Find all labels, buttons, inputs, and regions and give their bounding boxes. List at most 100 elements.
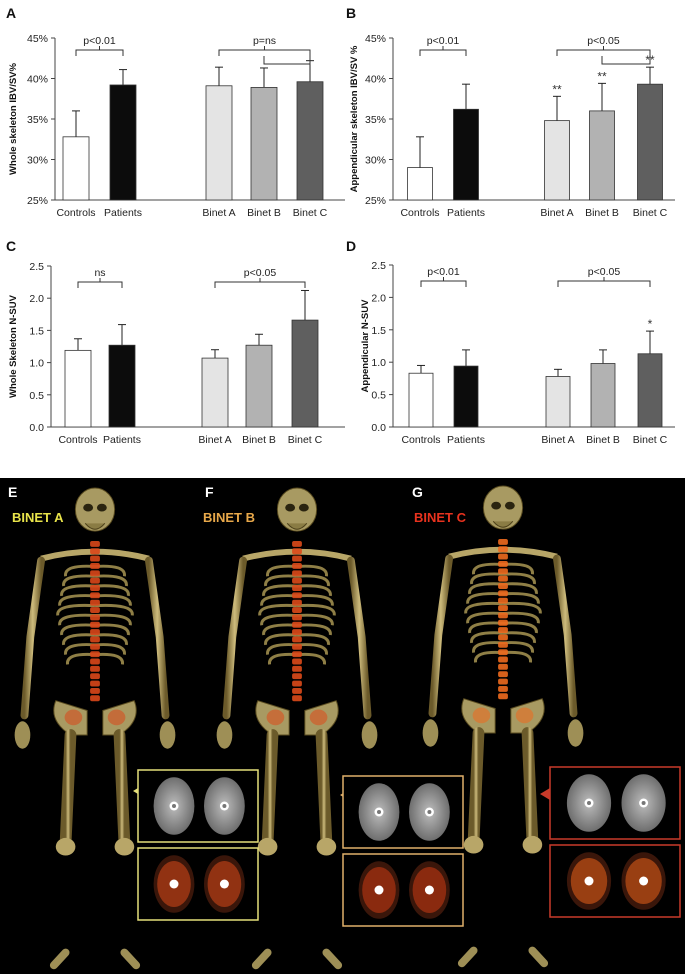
x-tick-label: Controls bbox=[400, 207, 439, 219]
rib bbox=[468, 621, 504, 634]
rib bbox=[296, 594, 334, 606]
rib bbox=[502, 621, 538, 634]
vertebra bbox=[498, 597, 508, 604]
jaw bbox=[286, 523, 308, 530]
bar-charts: A 25% 30% 35% 40% 45% Whole skeleton IBV/SV% Co… bbox=[6, 5, 675, 446]
y-tick-label: 1.0 bbox=[29, 358, 44, 370]
rib bbox=[296, 603, 336, 616]
rib bbox=[94, 643, 126, 655]
knee bbox=[257, 837, 278, 856]
rib bbox=[296, 633, 330, 646]
rib bbox=[94, 613, 132, 626]
pelvis bbox=[53, 700, 137, 736]
vertebra bbox=[498, 561, 508, 567]
rib bbox=[264, 574, 298, 587]
rib bbox=[64, 564, 96, 577]
rib bbox=[94, 623, 130, 636]
eye-socket bbox=[491, 501, 502, 510]
bar-binet-c bbox=[637, 83, 663, 201]
rib bbox=[264, 633, 298, 646]
significance-bracket bbox=[419, 46, 467, 56]
skull bbox=[276, 487, 318, 532]
vertebra bbox=[90, 614, 100, 621]
rib bbox=[502, 611, 540, 624]
rib bbox=[296, 574, 330, 587]
vertebra bbox=[498, 583, 508, 589]
marrow-center bbox=[641, 801, 646, 805]
y-tick-label: 1.5 bbox=[29, 325, 44, 337]
vertebra bbox=[90, 636, 100, 643]
rib bbox=[262, 584, 298, 597]
vertebra bbox=[90, 548, 100, 555]
bone-marrow-pet bbox=[374, 885, 384, 895]
vertebra bbox=[498, 612, 508, 619]
panel-letter: F bbox=[205, 484, 214, 500]
pelvis-uptake bbox=[107, 709, 126, 726]
significance-bracket bbox=[420, 277, 467, 287]
vertebra bbox=[292, 599, 302, 606]
bone-marrow-pet bbox=[639, 876, 649, 886]
vertebra bbox=[292, 563, 302, 569]
y-tick-label: 2.5 bbox=[29, 261, 44, 273]
arm-bone bbox=[428, 554, 454, 718]
rib bbox=[464, 601, 504, 614]
vertebra bbox=[292, 651, 302, 658]
eye-socket bbox=[285, 503, 296, 512]
y-tick-label: 30% bbox=[365, 155, 386, 167]
vertebra bbox=[498, 619, 508, 626]
rib bbox=[502, 631, 536, 644]
vertebra bbox=[292, 629, 302, 636]
significance-bracket bbox=[77, 278, 123, 288]
panel-letter: A bbox=[6, 5, 16, 21]
vertebra bbox=[90, 629, 100, 636]
bone-marrow-pet bbox=[424, 885, 434, 895]
x-tick-label: Binet C bbox=[633, 207, 668, 219]
rib bbox=[466, 611, 504, 624]
bar-binet-c bbox=[291, 319, 319, 428]
vertebra bbox=[90, 687, 100, 694]
vertebra bbox=[498, 546, 508, 553]
vertebra bbox=[292, 695, 302, 702]
skeleton-image-panel: E BINET A F BINET B G BINET C bbox=[0, 478, 685, 974]
vertebra bbox=[292, 577, 302, 584]
y-axis-label: Whole Skeleton N-SUV bbox=[8, 294, 19, 398]
significance-marker: ** bbox=[552, 82, 562, 96]
vertebra bbox=[498, 634, 508, 641]
x-tick-label: Patients bbox=[103, 434, 141, 446]
y-axis-label: Appendicular skeleton IBV/SV % bbox=[349, 45, 360, 192]
vertebra bbox=[292, 540, 302, 547]
rib bbox=[56, 603, 96, 616]
jaw bbox=[84, 523, 106, 530]
x-tick-label: Patients bbox=[447, 207, 485, 219]
inset-binet-c bbox=[540, 766, 681, 918]
rib bbox=[94, 633, 128, 646]
arm-bone bbox=[20, 556, 46, 720]
x-tick-label: Binet B bbox=[585, 207, 619, 219]
y-tick-label: 30% bbox=[27, 155, 48, 167]
rib bbox=[296, 584, 332, 597]
vertebra bbox=[498, 575, 508, 582]
bar-binet-a bbox=[205, 85, 233, 201]
bar-binet-c bbox=[637, 353, 663, 428]
bar-controls bbox=[408, 372, 434, 428]
panel-letter: E bbox=[8, 484, 17, 500]
bar-patients bbox=[109, 84, 137, 201]
marrow-center bbox=[172, 804, 176, 808]
pelvis-uptake bbox=[515, 707, 534, 724]
y-tick-label: 2.0 bbox=[29, 293, 44, 305]
rib bbox=[296, 613, 334, 626]
knee bbox=[463, 835, 484, 854]
x-tick-label: Controls bbox=[58, 434, 97, 446]
femur bbox=[261, 729, 279, 849]
rib bbox=[260, 613, 298, 626]
rib bbox=[472, 562, 504, 575]
vertebra bbox=[292, 665, 302, 672]
significance-bracket bbox=[75, 46, 124, 56]
panel-letter: C bbox=[6, 238, 16, 254]
rib bbox=[266, 643, 298, 655]
vertebra bbox=[90, 643, 100, 650]
x-tick-label: Binet A bbox=[198, 434, 231, 446]
rib bbox=[94, 594, 132, 606]
femur bbox=[113, 729, 131, 849]
rib bbox=[296, 643, 328, 655]
